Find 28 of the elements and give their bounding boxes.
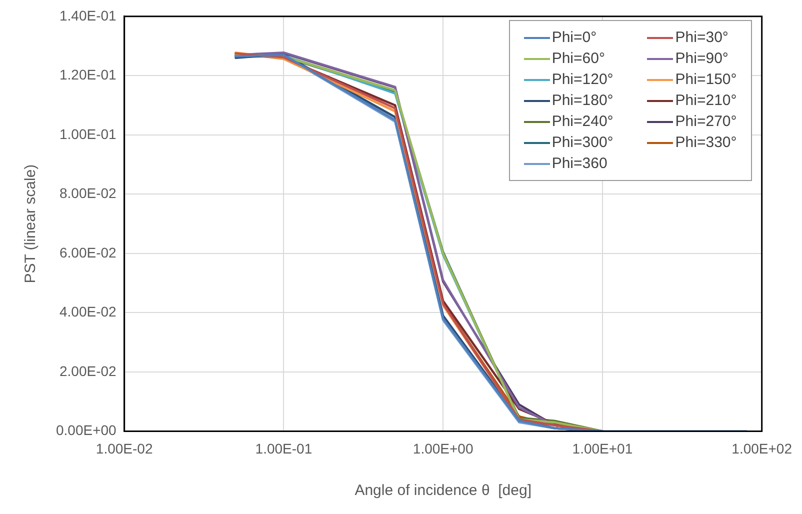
y-tick-label: 4.00E-02 [60, 304, 117, 320]
y-tick-label: 1.40E-01 [60, 7, 117, 24]
x-tick-label: 1.00E+00 [412, 440, 474, 456]
legend-label: Phi=150° [675, 71, 737, 88]
y-tick-label: 6.00E-02 [60, 244, 117, 260]
y-tick-label: 0.00E+00 [56, 422, 117, 438]
legend-label: Phi=240° [552, 113, 614, 130]
legend-label: Phi=120° [552, 71, 614, 88]
legend-label: Phi=210° [675, 92, 737, 110]
legend-label: Phi=330° [675, 134, 737, 152]
x-tick-label: 1.00E-01 [255, 440, 312, 456]
y-tick-label: 2.00E-02 [60, 362, 117, 379]
y-axis-title: PST (linear scale) [22, 164, 40, 284]
legend-label: Phi=180° [552, 92, 614, 110]
legend-label: Phi=300° [552, 134, 614, 152]
legend-label: Phi=270° [675, 113, 737, 130]
legend-label: Phi=30° [675, 29, 728, 46]
x-axis-title: Angle of incidence θ [deg] [354, 482, 532, 500]
x-tick-label: 1.00E+02 [732, 440, 792, 456]
x-tick-label: 1.00E-02 [96, 440, 153, 456]
legend-label: Phi=0° [552, 29, 597, 46]
legend-label: Phi=90° [675, 50, 728, 68]
y-tick-label: 1.20E-01 [60, 66, 117, 83]
y-tick-label: 8.00E-02 [60, 185, 117, 202]
x-tick-label: 1.00E+01 [572, 440, 633, 456]
legend-label: Phi=60° [552, 50, 605, 68]
legend-label: Phi=360 [552, 155, 608, 172]
y-tick-label: 1.00E-01 [60, 126, 117, 142]
